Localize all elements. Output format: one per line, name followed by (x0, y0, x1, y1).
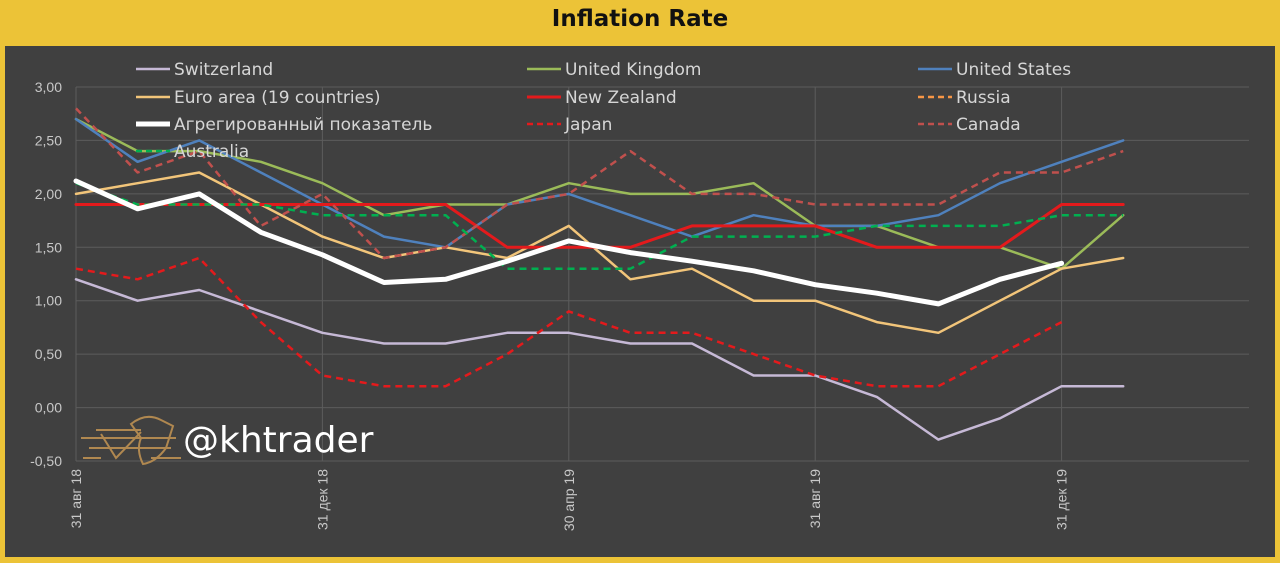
legend-label: Russia (956, 88, 1011, 108)
legend-label: United States (956, 60, 1071, 80)
legend-label: Euro area (19 countries) (174, 88, 381, 108)
series-line-new-zealand (74, 203, 1125, 249)
legend-label: Japan (564, 115, 612, 135)
legend-label: Агрегированный показатель (174, 115, 432, 135)
y-tick-label: 2,00 (35, 186, 62, 202)
khtrader-logo-icon (81, 415, 181, 466)
x-tick-label: 31 дек 18 (314, 469, 330, 530)
series-line-united-states (74, 117, 1125, 249)
x-tick-label: 31 дек 19 (1054, 469, 1070, 530)
y-tick-label: 3,00 (35, 79, 62, 95)
y-tick-label: 1,50 (35, 239, 62, 255)
plot-panel: -0,50 0,00 0,50 1,00 1,50 2,00 2,50 3,00 31 авг … (5, 46, 1275, 557)
y-tick-label: -0,50 (30, 453, 62, 469)
x-tick-label: 30 апр 19 (561, 469, 577, 531)
series-line-canada (75, 107, 1124, 260)
watermark-handle: @khtrader (183, 420, 374, 461)
legend-label: United Kingdom (565, 60, 701, 80)
series-line- (73, 178, 1065, 307)
y-tick-label: 1,00 (35, 293, 62, 309)
series-lines (73, 107, 1125, 441)
legend-label: New Zealand (565, 88, 677, 108)
watermark: @khtrader (81, 415, 374, 466)
axis-labels: -0,50 0,00 0,50 1,00 1,50 2,00 2,50 3,00 31 авг … (30, 79, 1070, 531)
y-tick-label: 2,50 (35, 132, 62, 148)
legend-label: Australia (174, 142, 249, 162)
series-line-australia (75, 182, 1124, 270)
legend-label: Canada (956, 115, 1021, 135)
x-tick-label: 31 авг 19 (807, 469, 823, 528)
legend: Switzerland United Kingdom United States Eu… (136, 60, 1071, 162)
chart-title: Inflation Rate (551, 6, 729, 32)
y-tick-label: 0,00 (35, 400, 62, 416)
line-chart: -0,50 0,00 0,50 1,00 1,50 2,00 2,50 3,00 31 авг … (30, 60, 1249, 531)
series-line-euro-area-19-countries (74, 171, 1125, 335)
series-line-switzerland (74, 278, 1125, 441)
legend-label: Switzerland (174, 60, 273, 80)
series-line-japan (75, 256, 1063, 388)
x-tick-label: 31 авг 18 (68, 469, 84, 528)
y-tick-label: 0,50 (35, 346, 62, 362)
